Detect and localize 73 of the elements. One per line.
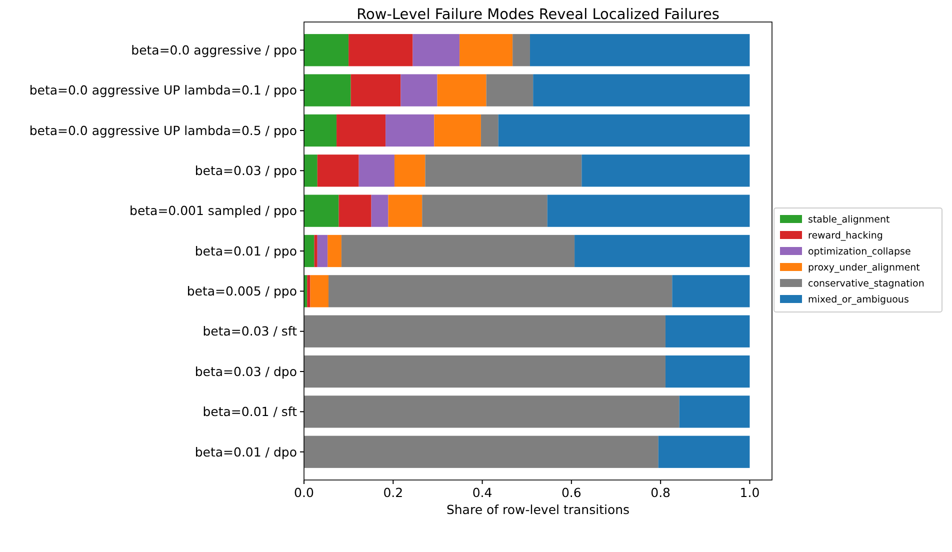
bar xyxy=(533,74,750,106)
y-tick-label: beta=0.01 / ppo xyxy=(194,243,297,258)
bar xyxy=(310,275,329,308)
x-axis-title: Share of row-level transitions xyxy=(446,502,630,517)
y-tick-label: beta=0.03 / sft xyxy=(202,324,298,339)
y-tick-label: beta=0.01 / sft xyxy=(202,404,298,420)
y-tick-label: beta=0.03 / dpo xyxy=(194,364,297,379)
bar xyxy=(307,275,310,308)
bar xyxy=(412,34,460,66)
bar xyxy=(486,74,534,106)
bar xyxy=(498,114,750,147)
bar xyxy=(547,194,750,227)
bar xyxy=(394,154,426,187)
bar xyxy=(530,34,750,66)
bar xyxy=(574,234,750,268)
bar xyxy=(317,154,359,187)
y-tick-label: beta=0.0 aggressive UP lambda=0.1 / ppo xyxy=(29,82,297,98)
legend-label: mixed_or_ambiguous xyxy=(808,294,909,306)
bar xyxy=(658,436,750,468)
bar xyxy=(304,355,666,388)
bar xyxy=(328,275,672,308)
x-tick-label: 1.0 xyxy=(740,485,760,500)
chart-title: Row-Level Failure Modes Reveal Localized Failures xyxy=(356,7,720,23)
bar xyxy=(582,154,750,187)
x-tick-label: 0.2 xyxy=(383,485,404,500)
x-tick-label: 0.8 xyxy=(650,485,671,500)
bar xyxy=(371,194,388,227)
bar xyxy=(304,114,337,147)
bar xyxy=(388,194,422,227)
legend-label: stable_alignment xyxy=(808,214,890,226)
legend-label: proxy_under_alignment xyxy=(808,262,920,274)
bar xyxy=(304,396,680,428)
bar xyxy=(304,74,351,106)
y-tick-label: beta=0.01 / dpo xyxy=(194,444,297,460)
bar xyxy=(460,34,513,66)
bar xyxy=(512,34,530,66)
bar xyxy=(358,154,394,187)
bar xyxy=(665,315,750,348)
x-tick-label: 0.0 xyxy=(294,485,314,500)
bar xyxy=(338,194,372,227)
y-tick-label: beta=0.03 / ppo xyxy=(194,163,297,178)
bar xyxy=(328,234,342,268)
x-tick-label: 0.4 xyxy=(472,485,492,500)
bar xyxy=(400,74,438,106)
bar xyxy=(341,234,575,268)
bar xyxy=(437,74,486,106)
bar xyxy=(304,436,658,468)
bar xyxy=(304,34,349,66)
bar xyxy=(386,114,434,147)
bar xyxy=(425,154,582,187)
legend-label: reward_hacking xyxy=(808,230,883,242)
x-tick-label: 0.6 xyxy=(561,485,582,500)
bar xyxy=(336,114,386,147)
bar xyxy=(480,114,498,147)
bar xyxy=(665,355,750,388)
bar xyxy=(350,74,401,106)
bar xyxy=(304,154,318,187)
legend-label: conservative_stagnation xyxy=(808,278,924,290)
bar xyxy=(679,396,750,428)
bar xyxy=(314,234,318,268)
legend-label: optimization_collapse xyxy=(808,246,911,258)
y-tick-label: beta=0.005 / ppo xyxy=(186,284,297,299)
bar xyxy=(304,315,666,348)
bar xyxy=(672,275,750,308)
y-tick-label: beta=0.0 aggressive / ppo xyxy=(131,42,297,58)
bar xyxy=(304,234,314,268)
bar xyxy=(304,194,339,227)
bar xyxy=(422,194,548,227)
y-tick-label: beta=0.0 aggressive UP lambda=0.5 / ppo xyxy=(29,122,297,138)
bar xyxy=(348,34,413,66)
y-tick-label: beta=0.001 sampled / ppo xyxy=(130,203,297,218)
bar xyxy=(317,234,328,268)
bar xyxy=(434,114,481,147)
